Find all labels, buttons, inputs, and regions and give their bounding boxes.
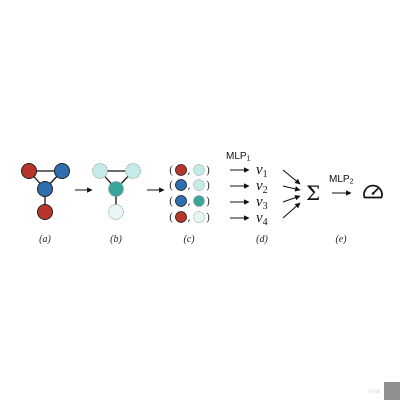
svg-text:,: ,	[187, 195, 191, 208]
panel-a-graph	[21, 163, 70, 220]
v3-label: v3	[256, 194, 268, 212]
sum-arrow-2	[282, 185, 301, 192]
panel-c-label: (c)	[183, 234, 195, 245]
pair-1-left-node	[175, 164, 187, 176]
panel-d-label: (d)	[256, 234, 268, 245]
svg-text:): )	[206, 195, 210, 208]
panel-e-label: (e)	[335, 234, 347, 245]
panel-c-pairs: ( , ) ( , ) ( , ) ( , )	[169, 164, 210, 224]
mlp1-label: MLP1	[226, 151, 251, 163]
svg-text:(: (	[169, 179, 173, 192]
panel-a-label: (a)	[39, 234, 51, 245]
v2-label: v2	[256, 178, 268, 196]
corner-square	[384, 382, 400, 400]
sum-symbol: Σ	[306, 181, 320, 205]
pair-row-2: ( , )	[169, 179, 210, 192]
graph-a-node-center	[37, 181, 53, 197]
graph-b-node-bottom	[108, 204, 124, 220]
svg-text:,: ,	[187, 211, 191, 224]
svg-text:): )	[206, 164, 210, 177]
pair-4-right-node	[193, 211, 205, 223]
sum-arrow-3	[282, 195, 301, 203]
sum-arrow-4	[282, 202, 301, 219]
pair-row-3: ( , )	[169, 195, 210, 208]
graph-a-node-bottom	[37, 204, 53, 220]
graph-b-node-center	[108, 181, 124, 197]
mlp2-label: MLP2	[329, 174, 354, 186]
svg-text:): )	[206, 179, 210, 192]
graph-a-node-top-left	[21, 163, 37, 179]
pair-2-left-node	[175, 179, 187, 191]
pair-4-left-node	[175, 211, 187, 223]
gauge-icon	[363, 184, 383, 199]
svg-text:(: (	[169, 195, 173, 208]
pair-2-right-node	[193, 179, 205, 191]
svg-text:(: (	[169, 164, 173, 177]
v1-label: v1	[256, 162, 268, 180]
sum-arrow-1	[282, 169, 301, 185]
pair-row-4: ( , )	[169, 211, 210, 224]
pair-row-1: ( , )	[169, 164, 210, 177]
svg-text:,: ,	[187, 164, 191, 177]
svg-text:): )	[206, 211, 210, 224]
graph-b-node-top-left	[92, 163, 108, 179]
panel-b-graph	[92, 163, 141, 220]
pair-3-right-node	[193, 195, 205, 207]
graph-a-node-top-right	[54, 163, 70, 179]
svg-text:(: (	[169, 211, 173, 224]
pair-3-left-node	[175, 195, 187, 207]
v4-label: v4	[256, 210, 268, 228]
panel-b-label: (b)	[110, 234, 122, 245]
svg-text:,: ,	[187, 179, 191, 192]
graph-b-node-top-right	[125, 163, 141, 179]
pair-1-right-node	[193, 164, 205, 176]
corner-license-text: ⓒⓘⓓ	[368, 388, 380, 394]
